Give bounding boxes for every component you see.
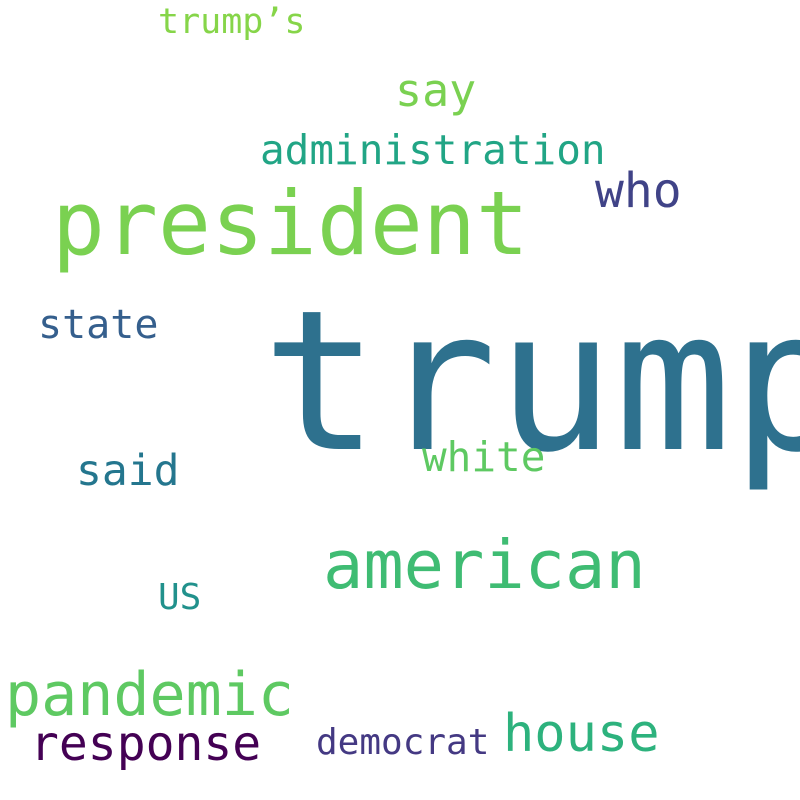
word-state: state	[38, 302, 159, 348]
word-pandemic: pandemic	[5, 660, 294, 730]
word-us: US	[158, 577, 202, 618]
word-who: who	[595, 163, 682, 219]
word-white: white	[422, 433, 546, 481]
word-trumps: trump’s	[158, 2, 306, 42]
word-trump: trump	[262, 268, 800, 495]
word-response: response	[30, 716, 262, 772]
word-american: american	[323, 526, 646, 604]
word-said: said	[76, 446, 180, 496]
word-administration: administration	[260, 126, 606, 174]
word-say: say	[395, 64, 477, 117]
word-democrat: democrat	[316, 722, 490, 763]
word-president: president	[52, 172, 529, 275]
word-house: house	[503, 704, 660, 764]
